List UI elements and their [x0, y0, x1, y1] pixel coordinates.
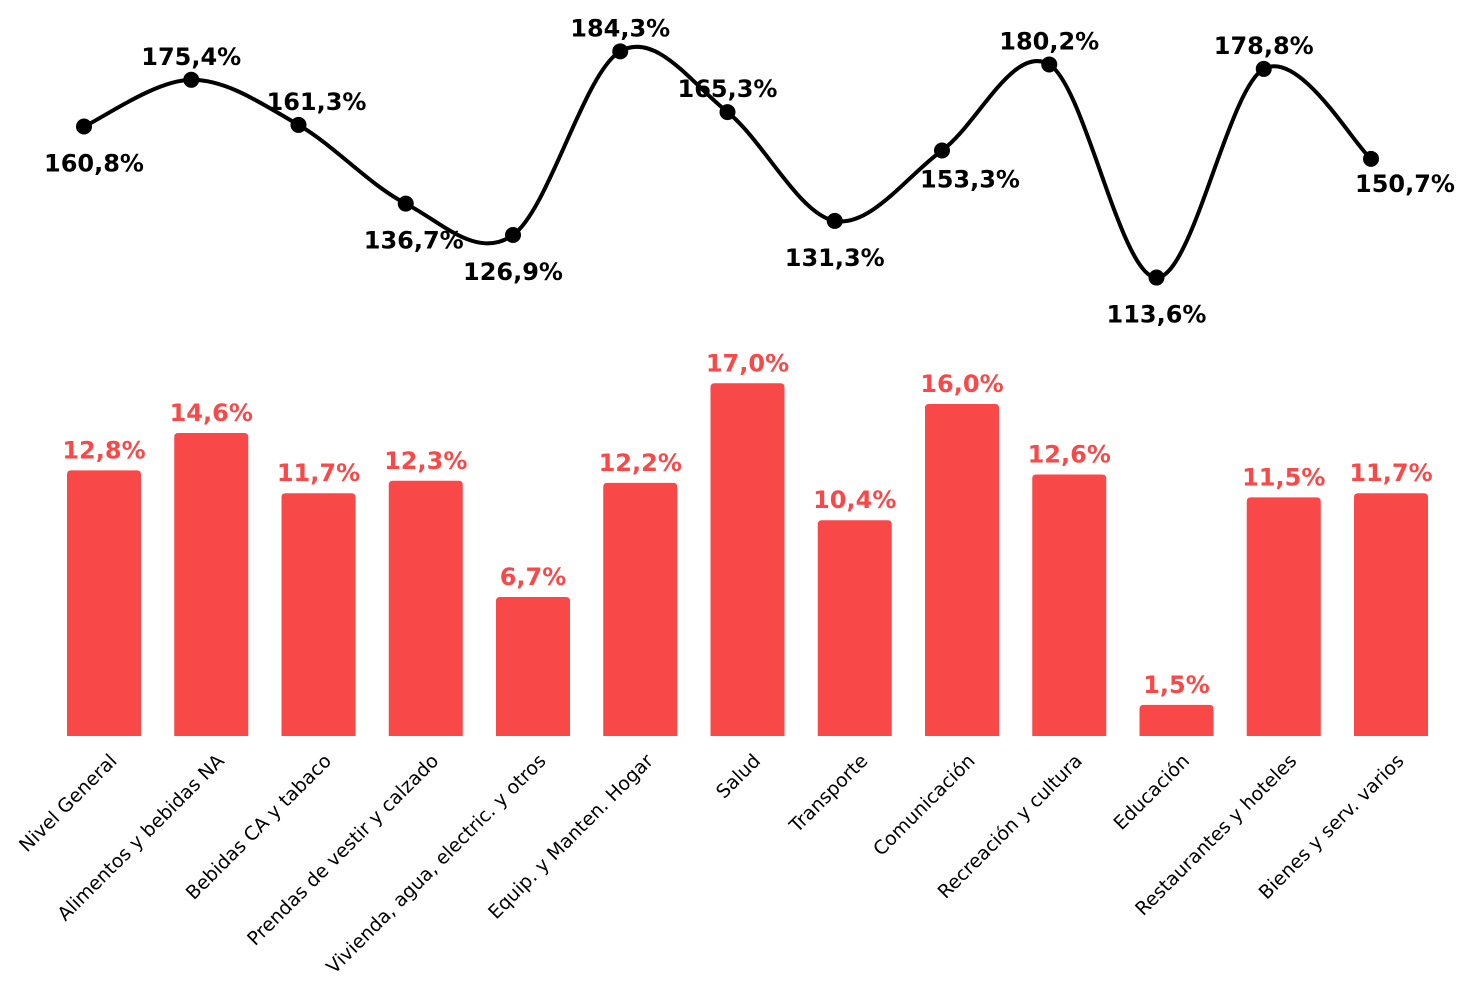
line-point	[505, 227, 521, 243]
category-tick-label: Vivienda, agua, electric. y otros	[322, 750, 550, 978]
bar	[67, 470, 141, 736]
category-tick-label: Transporte	[785, 750, 873, 838]
category-tick-label: Comunicación	[869, 750, 979, 860]
bar-data-label: 11,5%	[1242, 463, 1325, 491]
line-point	[1255, 60, 1272, 77]
line-point	[934, 142, 950, 159]
line-point	[826, 212, 843, 229]
line-point	[1363, 150, 1379, 167]
category-tick-label: Prendas de vestir y calzado	[243, 750, 443, 950]
category-tick-label: Salud	[712, 750, 765, 803]
bar	[710, 383, 785, 736]
category-tick-label: Nivel General	[15, 750, 122, 857]
line-data-label: 126,9%	[463, 258, 563, 286]
line-data-label: 136,7%	[364, 227, 464, 255]
bar	[1354, 493, 1428, 736]
line-point	[1041, 56, 1058, 73]
bar	[388, 480, 463, 736]
line-data-label: 161,3%	[267, 88, 367, 116]
bar	[174, 433, 249, 736]
category-tick-label: Educación	[1109, 750, 1194, 835]
bar	[1139, 704, 1214, 736]
bar-data-label: 14,6%	[170, 399, 253, 427]
bar-data-label: 11,7%	[1349, 459, 1432, 487]
bar-data-label: 16,0%	[920, 370, 1003, 398]
line-data-label: 113,6%	[1107, 301, 1207, 329]
line-point	[183, 71, 200, 88]
line-point	[290, 116, 307, 133]
bar-data-label: 1,5%	[1143, 671, 1210, 699]
bar-data-label: 12,6%	[1028, 441, 1111, 469]
line-point	[612, 43, 629, 60]
line-point	[1148, 269, 1165, 286]
line-point	[76, 118, 92, 135]
line-data-label: 175,4%	[141, 43, 241, 71]
line-point	[719, 104, 736, 121]
line-series: 160,8% 175,4% 161,3% 136,7% 126,9% 184,3% 165,…	[44, 14, 1455, 328]
bar	[603, 482, 678, 736]
bar-data-label: 12,8%	[62, 436, 145, 464]
line-point	[397, 195, 414, 212]
line-path	[83, 44, 1373, 280]
bar	[817, 520, 892, 736]
bar-data-label: 12,3%	[384, 447, 467, 475]
bar-data-label: 6,7%	[500, 563, 567, 591]
line-data-label: 160,8%	[44, 150, 144, 178]
line-data-label: 184,3%	[570, 14, 670, 42]
bar	[1032, 474, 1107, 736]
line-data-label: 165,3%	[678, 75, 778, 103]
line-data-label: 131,3%	[785, 244, 885, 272]
bar	[281, 493, 356, 736]
bar	[925, 404, 999, 736]
line-data-label: 153,3%	[920, 166, 1020, 194]
bar-data-label: 10,4%	[813, 486, 896, 514]
bar	[496, 596, 570, 736]
bar-data-label: 12,2%	[599, 449, 682, 477]
line-data-label: 150,7%	[1355, 170, 1455, 198]
line-data-label: 180,2%	[999, 27, 1099, 55]
bar	[1246, 497, 1321, 736]
bar-series: 12,8% 14,6% 11,7% 12,3% 6,7% 12,2% 17,0% 10,4% 1…	[62, 349, 1433, 736]
bar-data-label: 17,0%	[706, 349, 789, 377]
line-data-label: 178,8%	[1214, 32, 1314, 60]
bar-data-label: 11,7%	[277, 459, 360, 487]
